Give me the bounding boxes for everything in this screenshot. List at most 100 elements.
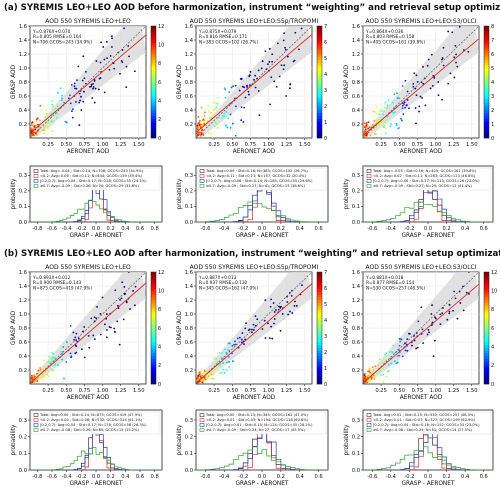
colorbar-tick-label: 4 [158, 98, 161, 104]
legend-entry: <0.2: Avg=0.01 ; Std=0.05; N=194; GCOS=1… [206, 418, 309, 422]
colorbar-segment [317, 48, 322, 52]
hist-gt07 [30, 447, 162, 470]
colorbar-segment [484, 87, 489, 91]
scatter-point [378, 113, 381, 116]
scatter-point [212, 109, 215, 111]
colorbar-segment [151, 297, 156, 301]
legend-entry: <0.2: Avg=0.06 ; Std=0.11; N=404; GCOS=1… [40, 174, 143, 178]
scatter-point [196, 376, 199, 379]
scatter-point [439, 323, 442, 326]
scatter-point [39, 368, 42, 371]
y-tick-label: 0.8 [352, 80, 360, 86]
scatter-point [273, 311, 276, 313]
scatter-point [371, 366, 374, 368]
colorbar-segment [151, 73, 156, 77]
colorbar-segment [151, 129, 156, 133]
scatter-point [455, 53, 457, 56]
colorbar-segment [151, 62, 156, 66]
scatter-point [244, 96, 247, 99]
legend-box [364, 411, 492, 435]
scatter-point [223, 112, 226, 115]
colorbar-segment [317, 288, 322, 292]
fit-line [363, 38, 479, 136]
colorbar-tick-label: 8 [158, 307, 161, 313]
colorbar-segment [317, 62, 322, 66]
colorbar-segment [317, 370, 322, 374]
scatter-point [91, 97, 94, 99]
scatter-point [36, 380, 39, 382]
scatter-point [62, 346, 65, 348]
y-tick-label: 0.3 [19, 173, 27, 179]
scatter-point [60, 99, 63, 102]
scatter-point [241, 332, 244, 334]
hist-02-07 [363, 186, 493, 222]
colorbar-segment [317, 107, 322, 111]
colorbar-tick-label: 3 [491, 94, 494, 100]
colorbar-tick-label: 5 [491, 66, 494, 72]
panel-a4: -0.8 -0.6 -0.4 -0.2 0.0 0.2 0.4 0.6 0.8 0.0 0.1 0.2… [11, 165, 163, 239]
y-tick-label: 1.6 [352, 24, 360, 30]
colorbar-segment [317, 70, 322, 74]
section-title-a: (a) SYREMIS LEO+LEO AOD before harmoniza… [4, 3, 500, 13]
scatter-point [240, 78, 243, 81]
scatter-point [373, 110, 375, 113]
x-tick-label: 1.00 [97, 142, 109, 148]
scatter-point [204, 378, 207, 381]
scatter-point [88, 346, 91, 349]
x-tick-label: 0.0 [258, 474, 266, 480]
ee-envelope [363, 272, 479, 382]
colorbar-segment [484, 372, 489, 376]
colorbar-segment [317, 101, 322, 105]
scatter-point [375, 112, 377, 115]
x-tick-label: 0.75 [245, 142, 257, 148]
scatter-point [398, 97, 400, 100]
scatter-point [35, 120, 38, 122]
scatter-point [71, 110, 73, 112]
scatter-point [375, 126, 378, 129]
x-tick-label: 1.25 [281, 142, 293, 148]
colorbar-tick-label: 10 [491, 288, 497, 294]
y-tick-label: 0.6 [185, 94, 193, 100]
scatter-point [90, 317, 93, 320]
colorbar-segment [317, 28, 322, 32]
scatter-point [63, 377, 65, 380]
colorbar-segment [317, 319, 322, 323]
scatter-point [134, 70, 136, 73]
scatter-point [282, 68, 285, 71]
scatter-point [75, 87, 78, 90]
scatter-point [430, 313, 433, 315]
colorbar-segment [151, 37, 156, 41]
x-tick-label: 0.75 [79, 142, 91, 148]
scatter-point [81, 79, 84, 82]
x-tick-label: 0.50 [393, 388, 405, 394]
scatter-point [110, 326, 112, 329]
plot-title: AOD 550 SYREMIS LEO+LEO:S3/OLCI [365, 264, 476, 271]
colorbar-segment [484, 70, 489, 74]
stats-line: Y=0.876X+0.070 [32, 29, 71, 35]
colorbar-segment [151, 121, 156, 125]
scatter-point [421, 328, 424, 331]
scatter-point [99, 61, 102, 64]
colorbar-tick-label: 0 [158, 382, 161, 388]
y-tick-label: 0.4 [19, 108, 28, 114]
x-tick-label: 0.2 [107, 226, 115, 232]
scatter-point [287, 313, 290, 316]
scatter-point [392, 344, 395, 347]
y-tick-label: 0.3 [185, 418, 193, 424]
y-tick-label: 1.0 [352, 66, 360, 72]
scatter-point [113, 327, 116, 330]
fit-line [363, 283, 479, 384]
legend-swatch [366, 413, 372, 417]
colorbar-segment [484, 339, 489, 343]
scatter-point [41, 379, 44, 382]
x-tick-label: -0.8 [32, 226, 42, 232]
scatter-point [386, 106, 389, 109]
scatter-point [221, 352, 223, 354]
legend-box [31, 167, 161, 191]
colorbar-segment [151, 90, 156, 94]
colorbar-segment [151, 283, 156, 287]
colorbar-frame [483, 25, 490, 139]
x-tick-label: -0.4 [62, 226, 73, 232]
scatter-point [69, 352, 72, 355]
colorbar-segment [317, 350, 322, 354]
